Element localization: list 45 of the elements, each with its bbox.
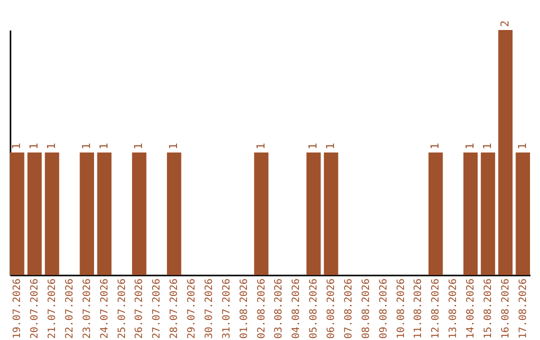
x-tick-label: 27.07.2026 (152, 278, 163, 339)
x-tick-label: 04.08.2026 (291, 278, 302, 339)
x-tick-label: 29.07.2026 (186, 278, 198, 339)
data-label: 1 (480, 142, 494, 150)
data-label: 1 (516, 142, 529, 150)
data-label: 1 (28, 142, 41, 150)
x-tick-label: 02.08.2026 (256, 278, 268, 339)
x-tick-label: 19.07.2026 (12, 278, 24, 339)
x-tick-label: 10.08.2026 (396, 278, 407, 339)
x-tick-label: 23.07.2026 (82, 278, 93, 339)
data-label: 1 (167, 142, 180, 150)
x-tick-label: 28.07.2026 (169, 278, 180, 339)
data-label: 1 (306, 142, 320, 150)
data-label: 1 (45, 142, 58, 150)
x-tick-label: 07.08.2026 (343, 278, 354, 339)
data-label: 1 (97, 142, 110, 150)
data-label: 2 (498, 20, 512, 27)
data-label: 1 (10, 142, 24, 150)
data-label: 1 (132, 142, 146, 150)
data-label: 1 (428, 142, 442, 150)
x-tick-label: 05.08.2026 (308, 278, 320, 339)
x-tick-label: 11.08.2026 (413, 278, 424, 339)
x-tick-label: 20.07.2026 (30, 278, 41, 339)
x-tick-label: 03.08.2026 (274, 278, 285, 339)
x-tick-label: 12.08.2026 (430, 278, 442, 339)
x-tick-label: 26.07.2026 (134, 278, 146, 339)
data-label: 1 (80, 142, 93, 150)
x-tick-label: 21.07.2026 (47, 278, 58, 339)
data-label: 1 (254, 142, 268, 150)
x-tick-label: 24.07.2026 (99, 278, 110, 339)
x-tick-label: 09.08.2026 (378, 278, 390, 339)
x-tick-label: 13.08.2026 (448, 278, 460, 339)
data-label: 1 (464, 142, 477, 150)
x-tick-label: 06.08.2026 (326, 278, 338, 339)
x-tick-label: 15.08.2026 (482, 278, 494, 339)
x-tick-label: 17.08.2026 (518, 278, 529, 339)
x-tick-label: 25.07.2026 (116, 278, 128, 339)
x-tick-label: 31.07.2026 (221, 278, 232, 339)
x-tick-label: 16.08.2026 (500, 278, 512, 339)
x-tick-label: 01.08.2026 (238, 278, 250, 339)
data-label: 1 (324, 142, 338, 150)
x-tick-label: 08.08.2026 (360, 278, 372, 339)
x-tick-label: 14.08.2026 (466, 278, 477, 339)
x-tick-label: 30.07.2026 (204, 278, 215, 339)
x-tick-label: 22.07.2026 (64, 278, 76, 339)
